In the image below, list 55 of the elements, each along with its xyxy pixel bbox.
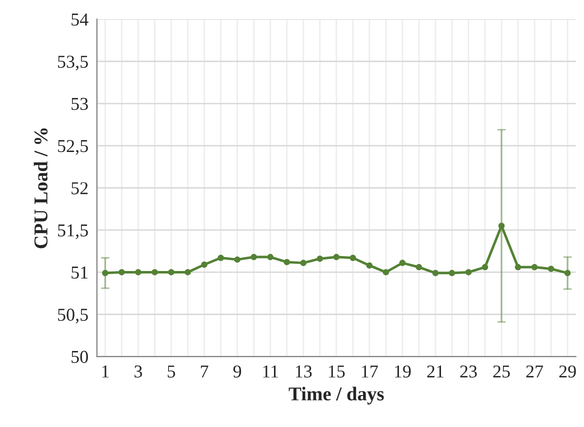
x-tick-label: 29 <box>559 365 576 378</box>
point <box>201 261 208 268</box>
y-tick-label: 52 <box>72 182 88 194</box>
point <box>135 269 142 276</box>
y-tick-label: 50,5 <box>58 308 88 324</box>
point <box>399 260 406 266</box>
point <box>300 260 306 266</box>
point <box>284 258 290 266</box>
point <box>102 270 108 276</box>
point <box>498 222 505 229</box>
point <box>382 269 390 276</box>
x-tick-label: 13 <box>296 365 312 378</box>
point <box>448 270 456 276</box>
x-tick-label: 3 <box>134 365 142 378</box>
x-tick-label: 25 <box>493 365 510 378</box>
point <box>564 270 571 276</box>
x-tick-label: 9 <box>233 365 242 378</box>
point <box>184 269 191 276</box>
point <box>316 256 323 262</box>
point <box>366 262 373 269</box>
x-tick-label: 17 <box>362 365 378 378</box>
y-tick-label: 53,5 <box>58 56 88 70</box>
point <box>218 254 224 261</box>
y-tick-label: 51,5 <box>58 224 88 240</box>
y-tick-label: 50 <box>72 350 88 363</box>
y-tick-label: 52,5 <box>58 140 88 155</box>
y-tick-label: 53 <box>72 98 88 110</box>
point <box>118 269 125 276</box>
point <box>333 254 340 260</box>
y-tick-label: 51 <box>72 266 88 279</box>
point <box>267 254 274 260</box>
point <box>482 264 488 270</box>
point <box>465 269 472 276</box>
point <box>168 269 174 276</box>
point <box>152 269 158 276</box>
x-tick-label: 7 <box>200 366 208 378</box>
y-axis-title: CPU Load / % <box>34 128 48 248</box>
x-tick-label: 21 <box>427 365 444 378</box>
point <box>432 270 439 276</box>
x-tick-label: 27 <box>526 365 544 378</box>
point <box>350 254 356 261</box>
x-tick-label: 1 <box>102 365 109 378</box>
point <box>250 254 257 260</box>
point <box>514 264 522 270</box>
x-tick-label: 23 <box>460 365 477 378</box>
x-tick-label: 5 <box>168 366 176 378</box>
x-tick-label: 19 <box>394 365 411 378</box>
y-tick-label: 54 <box>72 14 88 26</box>
x-axis-title: Time / days <box>288 386 384 404</box>
point <box>531 264 538 270</box>
x-tick-label: 15 <box>328 365 345 378</box>
point <box>234 256 240 263</box>
x-tick-label: 11 <box>263 365 278 378</box>
point <box>416 264 422 270</box>
point <box>548 266 554 272</box>
